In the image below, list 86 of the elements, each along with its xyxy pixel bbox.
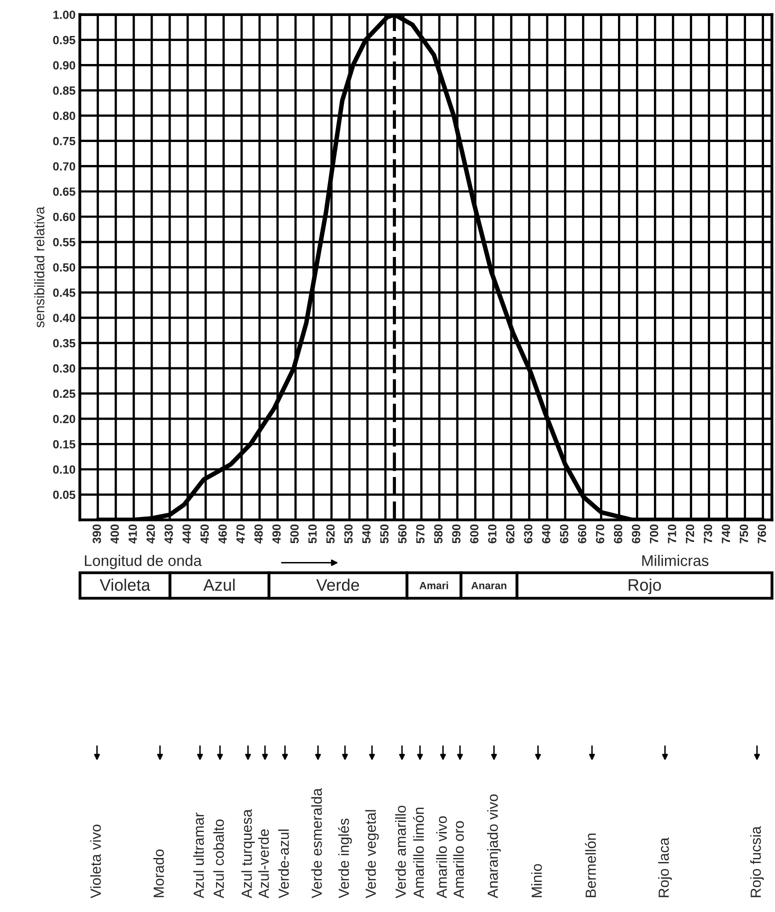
text: Rojo laca	[658, 838, 672, 898]
text: Azul ultramar	[193, 812, 204, 898]
text: Verde-azul	[278, 830, 289, 898]
x-tick-label: 530	[344, 524, 353, 544]
y-tick-label: 0.55	[53, 238, 76, 246]
x-tick-label: 630	[524, 524, 532, 544]
y-tick-label: 0.80	[53, 112, 76, 120]
text: Anaranjado vivo	[487, 794, 501, 898]
y-tick-label: 0.35	[53, 339, 76, 348]
y-tick-label: 0.15	[53, 440, 76, 448]
x-tick-label: 730	[704, 524, 712, 544]
text: Violeta	[100, 578, 150, 591]
text: Violeta vivo	[90, 824, 101, 898]
y-tick-label: 0.50	[53, 263, 76, 272]
x-tick-label: 580	[434, 524, 443, 544]
text: Verde esmeralda	[311, 788, 322, 898]
text: Rojo	[628, 578, 661, 594]
x-tick-label: 410	[128, 524, 137, 544]
y-tick-label: 0.05	[53, 490, 76, 499]
y-tick-label: 0.20	[53, 414, 76, 424]
x-tick-label: 680	[614, 524, 622, 544]
text: Milimicras	[642, 554, 708, 566]
text: Verde amarillo	[395, 806, 406, 898]
x-tick-label: 750	[740, 524, 748, 544]
x-tick-label: 570	[416, 524, 425, 544]
x-tick-label: 620	[506, 524, 514, 544]
x-tick-label: 760	[758, 524, 766, 544]
x-tick-label: 480	[254, 524, 263, 544]
y-tick-label: 0.60	[53, 212, 76, 222]
x-tick-label: 490	[272, 524, 281, 544]
text: Verde inglés	[338, 818, 352, 898]
x-tick-label: 660	[578, 524, 586, 544]
text: Amarillo oro	[453, 821, 464, 898]
text: Azul turquesa	[241, 809, 255, 898]
x-tick-label: 540	[362, 524, 371, 544]
y-tick-label: 0.25	[53, 390, 76, 398]
y-tick-label: 0.95	[53, 36, 76, 44]
text: Amari	[419, 582, 448, 590]
y-tick-label: 0.40	[53, 314, 76, 322]
x-tick-label: 550	[380, 524, 389, 544]
x-tick-label: 740	[722, 524, 730, 544]
y-tick-label: 0.30	[53, 364, 76, 373]
text: Azul cobalto	[213, 819, 224, 898]
text: Amarillo vivo	[436, 816, 447, 898]
y-tick-label: 0.45	[53, 288, 76, 297]
x-tick-label: 650	[560, 524, 568, 544]
x-tick-label: 500	[290, 524, 299, 544]
x-tick-label: 400	[110, 524, 119, 544]
text: Morado	[153, 849, 164, 898]
y-tick-label: 0.70	[53, 162, 76, 171]
y-tick-label: 0.90	[53, 61, 76, 70]
x-tick-label: 470	[236, 524, 245, 544]
text: Rojo fucsia	[750, 826, 764, 898]
x-tick-label: 670	[596, 524, 604, 544]
text: Azul-verde	[258, 829, 269, 898]
x-tick-label: 600	[470, 524, 478, 544]
text: Verde vegetal	[365, 810, 379, 898]
y-tick-label: 0.85	[53, 86, 76, 95]
text: Azul	[203, 578, 235, 591]
x-tick-label: 520	[326, 524, 335, 544]
x-tick-label: 440	[182, 524, 191, 544]
y-tick-label: 1.00	[53, 10, 76, 19]
x-tick-label: 640	[542, 524, 550, 544]
y-tick-label: 0.65	[53, 187, 76, 196]
x-axis-title: Longitud de onda	[84, 554, 202, 570]
text: Verde	[316, 578, 360, 591]
x-tick-label: 690	[632, 524, 640, 544]
text: Minio	[531, 864, 542, 898]
x-tick-label: 420	[146, 524, 155, 544]
x-tick-label: 390	[92, 524, 101, 544]
x-tick-label: 700	[650, 524, 658, 544]
y-axis-title: sensibilidad relativa	[34, 206, 44, 328]
y-tick-label: 0.10	[53, 465, 76, 474]
x-tick-label: 510	[308, 524, 317, 544]
x-tick-label: 450	[200, 524, 209, 544]
x-tick-label: 430	[164, 524, 173, 544]
text: Bermellón	[585, 834, 596, 898]
x-tick-label: 610	[488, 524, 496, 544]
x-tick-label: 590	[452, 524, 460, 544]
x-tick-label: 460	[218, 524, 227, 544]
y-tick-label: 0.75	[53, 136, 76, 146]
text: Amarillo limón	[413, 808, 424, 898]
x-tick-label: 560	[398, 524, 407, 544]
x-tick-label: 710	[668, 524, 676, 544]
text: Anaran	[471, 582, 506, 590]
x-tick-label: 720	[686, 524, 694, 544]
